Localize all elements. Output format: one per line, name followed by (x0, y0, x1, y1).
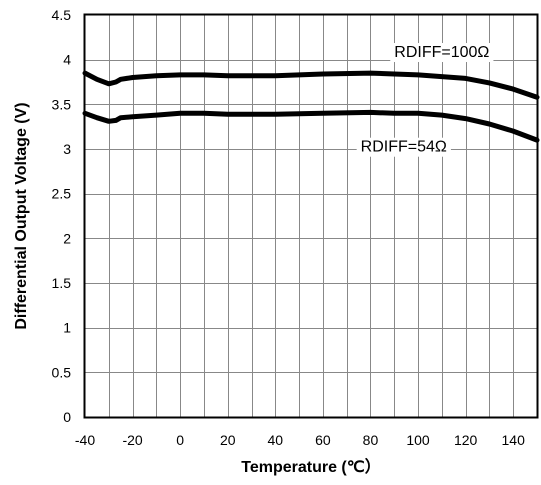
grid (85, 15, 537, 417)
series-line-2 (82, 109, 540, 143)
y-axis-title: Differential Output Voltage (V) (13, 102, 30, 329)
x-tick-label: 80 (363, 432, 379, 448)
x-tick-label: 60 (315, 432, 331, 448)
y-tick-label: 4 (63, 52, 71, 68)
x-tick-label: -40 (75, 432, 95, 448)
x-tick-label: 0 (176, 432, 184, 448)
x-tick-label: 40 (268, 432, 284, 448)
y-tick-label: 1 (63, 320, 71, 336)
x-tick-label: 140 (502, 432, 526, 448)
y-tick-label: 2 (63, 230, 71, 246)
x-tick-labels: -40 -20 0 20 40 60 80 100 120 140 (75, 432, 525, 448)
y-tick-labels: 0 0.5 1 1.5 2 2.5 3 3.5 4 4.5 (52, 7, 72, 425)
series-group (82, 70, 540, 143)
y-tick-label: 2.5 (52, 186, 72, 202)
y-tick-label: 0 (63, 409, 71, 425)
x-tick-label: 100 (406, 432, 430, 448)
x-tick-label: 20 (220, 432, 236, 448)
series-label-2: RDIFF=54Ω (361, 139, 447, 156)
x-axis-title: Temperature (℃） (241, 458, 380, 476)
y-tick-label: 3 (63, 141, 71, 157)
plot-frame (83, 13, 539, 419)
x-tick-label: 120 (454, 432, 478, 448)
series-label-1: RDIFF=100Ω (394, 44, 489, 61)
y-tick-label: 4.5 (52, 7, 72, 23)
y-tick-label: 1.5 (52, 275, 72, 291)
series-line-1 (82, 70, 540, 100)
series-label-background (390, 43, 494, 63)
x-tick-label: -20 (122, 432, 142, 448)
y-tick-label: 3.5 (52, 96, 72, 112)
y-tick-label: 0.5 (52, 364, 72, 380)
series-label-background (356, 137, 451, 157)
annotations: RDIFF=100Ω RDIFF=54Ω (356, 43, 494, 157)
